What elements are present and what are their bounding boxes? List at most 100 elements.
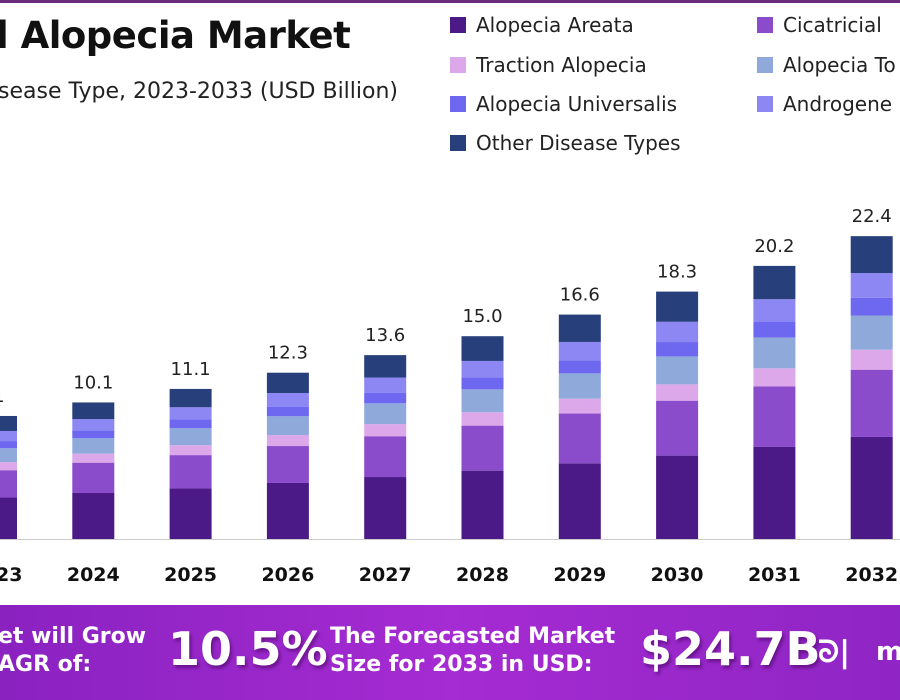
bar-segment-alopecia-areata [266, 482, 309, 539]
legend-item: Cicatricial [757, 13, 882, 37]
bar-segment-alopecia-universalis [72, 430, 115, 439]
bar-value-label: 18.3 [657, 262, 697, 283]
legend-label: Traction Alopecia [476, 53, 647, 77]
chart-subtitle: sease Type, 2023-2033 (USD Billion) [0, 79, 399, 104]
bar-segment-other-disease-types [850, 236, 893, 274]
bar-segment-alopecia-universalis [266, 406, 309, 417]
bar-segment-alopecia-areata [461, 470, 504, 539]
logo-icon: ᘐ| [818, 635, 851, 670]
legend-swatch [757, 96, 773, 112]
bar-value-label: 10.1 [73, 372, 113, 393]
bar-segment-other-disease-types [656, 291, 699, 322]
bar-segment-cicatricial [461, 425, 504, 471]
bar-segment-alopecia-universalis [461, 377, 504, 390]
bar-segment-androgene [753, 299, 796, 322]
bar-segment-alopecia-to [461, 389, 504, 413]
cagr-value: 10.5% [168, 622, 328, 676]
bar-segment-alopecia-areata [0, 497, 17, 539]
x-tick-label: 2031 [748, 564, 801, 586]
bar-segment-androgene [364, 377, 407, 393]
bar-segment-alopecia-areata [656, 455, 699, 539]
bar-segment-traction-alopecia [72, 453, 115, 463]
bar-segment-alopecia-areata [169, 488, 212, 539]
bar-segment-alopecia-areata [753, 446, 796, 539]
bar-segment-alopecia-to [558, 373, 601, 399]
x-tick-label: 2030 [651, 564, 704, 586]
legend-swatch [757, 17, 773, 33]
legend-label: Cicatricial [783, 13, 882, 37]
forecast-text: The Forecasted Market Size for 2033 in U… [330, 623, 615, 679]
forecast-text-line1: The Forecasted Market [330, 624, 616, 649]
legend-swatch [450, 135, 466, 151]
bar-segment-other-disease-types [266, 372, 309, 393]
bar-segment-other-disease-types [169, 388, 212, 408]
bar-segment-other-disease-types [0, 415, 17, 431]
cagr-text: et will Grow AGR of: [0, 623, 146, 679]
legend-item: Alopecia To [757, 53, 896, 77]
bar-segment-traction-alopecia [558, 398, 601, 414]
bar-value-label: 20.2 [754, 236, 794, 257]
bar-segment-cicatricial [850, 369, 893, 437]
x-tick-label: 2027 [359, 564, 412, 586]
bar-segment-cicatricial [656, 400, 699, 456]
cagr-text-line1: et will Grow [0, 624, 147, 649]
bar-segment-androgene [169, 407, 212, 420]
legend-label: Alopecia Areata [476, 13, 634, 37]
legend-item: Alopecia Universalis [450, 92, 677, 116]
bar-segment-alopecia-universalis [169, 419, 212, 429]
bar-segment-alopecia-areata [558, 463, 601, 539]
legend-label: Alopecia Universalis [476, 92, 678, 116]
bar-segment-alopecia-universalis [753, 321, 796, 338]
top-border [0, 0, 900, 3]
legend-item: Traction Alopecia [450, 53, 647, 77]
bar-segment-alopecia-universalis [0, 441, 17, 449]
bar-segment-other-disease-types [753, 265, 796, 300]
bar-segment-androgene [558, 341, 601, 361]
bar-value-label: 13.6 [365, 325, 405, 346]
bar-segment-traction-alopecia [266, 435, 309, 447]
bar-value-label: 12.3 [268, 343, 308, 364]
bar-segment-cicatricial [169, 455, 212, 489]
bar-segment-cicatricial [558, 413, 601, 464]
bar-segment-alopecia-areata [364, 477, 407, 539]
bar-segment-androgene [72, 419, 115, 431]
bar-segment-cicatricial [0, 470, 17, 498]
bar-segment-alopecia-universalis [656, 342, 699, 357]
x-tick-label: 2023 [0, 564, 22, 586]
bar-segment-alopecia-to [169, 428, 212, 446]
bar-segment-traction-alopecia [364, 424, 407, 437]
bar-segment-androgene [656, 321, 699, 343]
bar-segment-alopecia-to [0, 448, 17, 463]
bar-segment-alopecia-universalis [558, 360, 601, 374]
bar-segment-traction-alopecia [850, 349, 893, 370]
bar-segment-cicatricial [753, 386, 796, 447]
bar-segment-androgene [266, 392, 309, 407]
bar-segment-alopecia-universalis [850, 297, 893, 316]
x-tick-label: 2024 [67, 564, 120, 586]
bar-segment-alopecia-to [72, 438, 115, 454]
bar-segment-traction-alopecia [656, 384, 699, 401]
bar-segment-alopecia-to [656, 356, 699, 385]
forecast-text-line2: Size for 2033 in USD: [330, 652, 593, 677]
x-tick-label: 2025 [164, 564, 217, 586]
bar-segment-cicatricial [364, 436, 407, 478]
stacked-bar-chart: .1 2023 10.1 2024 11.1 2025 12.3 2026 13.6 2027 15… [0, 206, 900, 586]
bar-segment-traction-alopecia [753, 368, 796, 387]
legend-label: Other Disease Types [476, 131, 681, 155]
bar-segment-alopecia-areata [850, 436, 893, 539]
bar-segment-traction-alopecia [169, 445, 212, 456]
bar-segment-androgene [461, 360, 504, 378]
bar-segment-alopecia-universalis [364, 392, 407, 404]
legend-swatch [450, 17, 466, 33]
bar-segment-alopecia-areata [72, 492, 115, 539]
chart-title: l Alopecia Market [0, 14, 351, 57]
legend-label: Androgene [783, 92, 893, 116]
bar-segment-other-disease-types [461, 336, 504, 361]
bar-value-label: 15.0 [462, 306, 502, 327]
bar-segment-traction-alopecia [0, 462, 17, 471]
bar-segment-traction-alopecia [461, 412, 504, 426]
summary-banner: et will Grow AGR of: 10.5% The Forecaste… [0, 605, 900, 700]
cagr-text-line2: AGR of: [0, 652, 92, 677]
x-tick-label: 2029 [553, 564, 606, 586]
bar-value-label: .1 [0, 386, 5, 407]
